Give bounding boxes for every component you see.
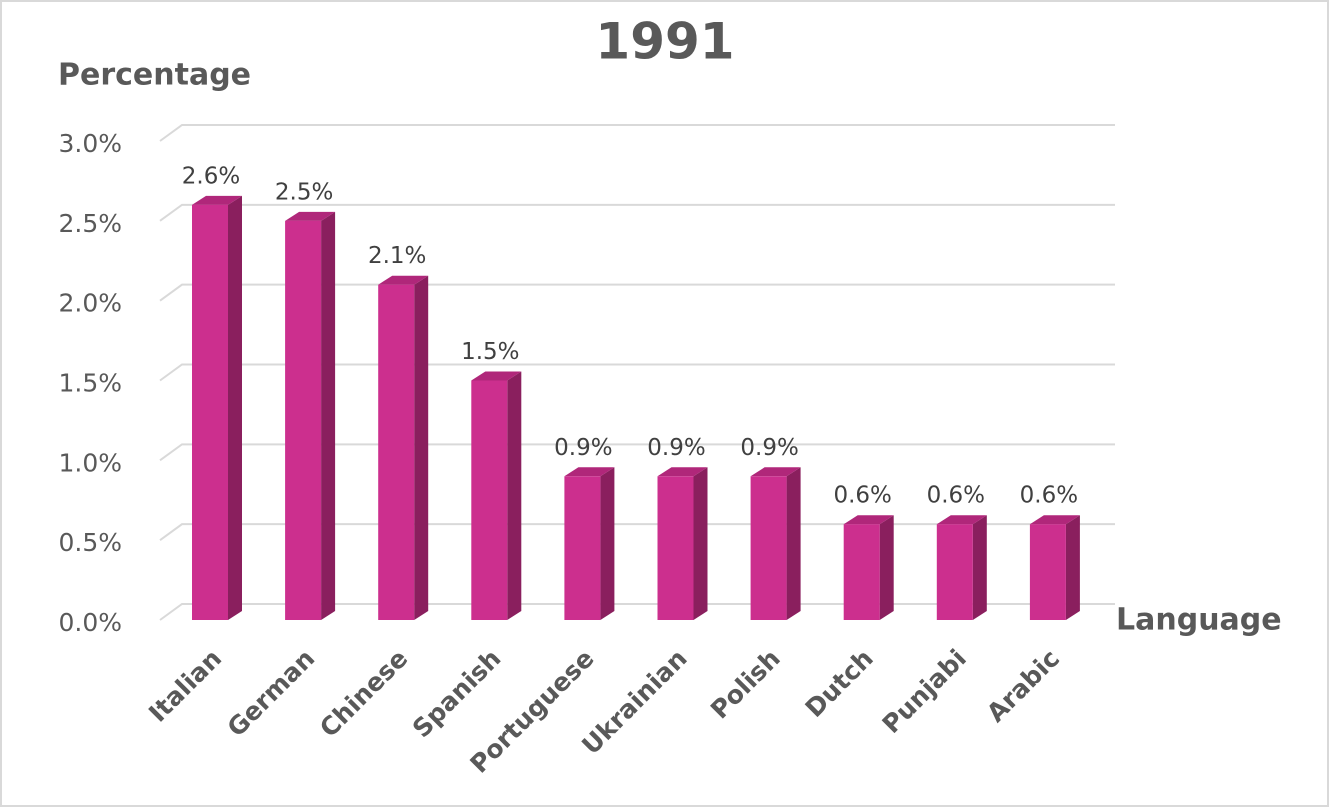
bar-side <box>972 515 987 620</box>
bar-side <box>1065 515 1080 620</box>
bar-side <box>414 275 429 620</box>
bar <box>564 476 601 620</box>
value-label: 0.9% <box>740 435 798 461</box>
bar-top <box>936 515 987 525</box>
value-label: 0.6% <box>927 483 985 509</box>
bar-top <box>750 467 801 477</box>
bar-top <box>285 211 336 221</box>
value-label: 2.6% <box>182 163 240 189</box>
bar-top <box>1029 515 1080 525</box>
value-label: 0.9% <box>554 435 612 461</box>
bar-top <box>471 371 522 381</box>
grid-line <box>159 203 1115 222</box>
bar <box>1029 524 1066 620</box>
bar-top <box>843 515 894 525</box>
value-label: 0.6% <box>833 483 891 509</box>
y-tick-label: 1.0% <box>58 448 122 477</box>
bar-side <box>507 371 522 620</box>
bar-side <box>786 467 801 620</box>
grid-line <box>159 443 1115 462</box>
value-label: 1.5% <box>461 339 519 365</box>
bar-side <box>321 211 336 621</box>
grid-line <box>159 363 1115 382</box>
bar <box>378 284 415 620</box>
bar <box>285 220 322 621</box>
grid-line <box>159 523 1115 541</box>
bar <box>192 204 228 620</box>
bar-side <box>879 515 894 620</box>
y-tick-label: 3.0% <box>58 129 122 158</box>
bar <box>471 380 508 620</box>
bar-side <box>228 195 242 620</box>
value-label: 0.6% <box>1020 483 1078 509</box>
bar-side <box>600 467 615 620</box>
chart-title: 1991 <box>595 13 734 71</box>
y-tick-label: 2.5% <box>58 209 122 238</box>
bar-top <box>378 275 429 285</box>
y-tick-label: 0.0% <box>58 608 122 637</box>
x-axis-title: Language <box>1116 603 1282 638</box>
bar-top <box>564 467 615 477</box>
bar <box>843 524 880 620</box>
y-tick-label: 0.5% <box>58 528 122 557</box>
grid-line <box>159 603 1115 621</box>
y-axis-title: Percentage <box>58 58 251 93</box>
grid-line <box>159 283 1115 302</box>
value-label: 0.9% <box>647 435 705 461</box>
value-label: 2.5% <box>275 179 333 205</box>
bar <box>936 524 973 620</box>
bar <box>657 476 694 620</box>
y-tick-label: 1.5% <box>58 369 122 398</box>
bar-top <box>192 195 242 205</box>
bar-side <box>693 467 708 620</box>
y-tick-label: 2.0% <box>58 289 122 318</box>
grid-line <box>159 124 1115 142</box>
bar <box>750 476 787 620</box>
bar-top <box>657 467 708 477</box>
value-label: 2.1% <box>368 243 426 269</box>
